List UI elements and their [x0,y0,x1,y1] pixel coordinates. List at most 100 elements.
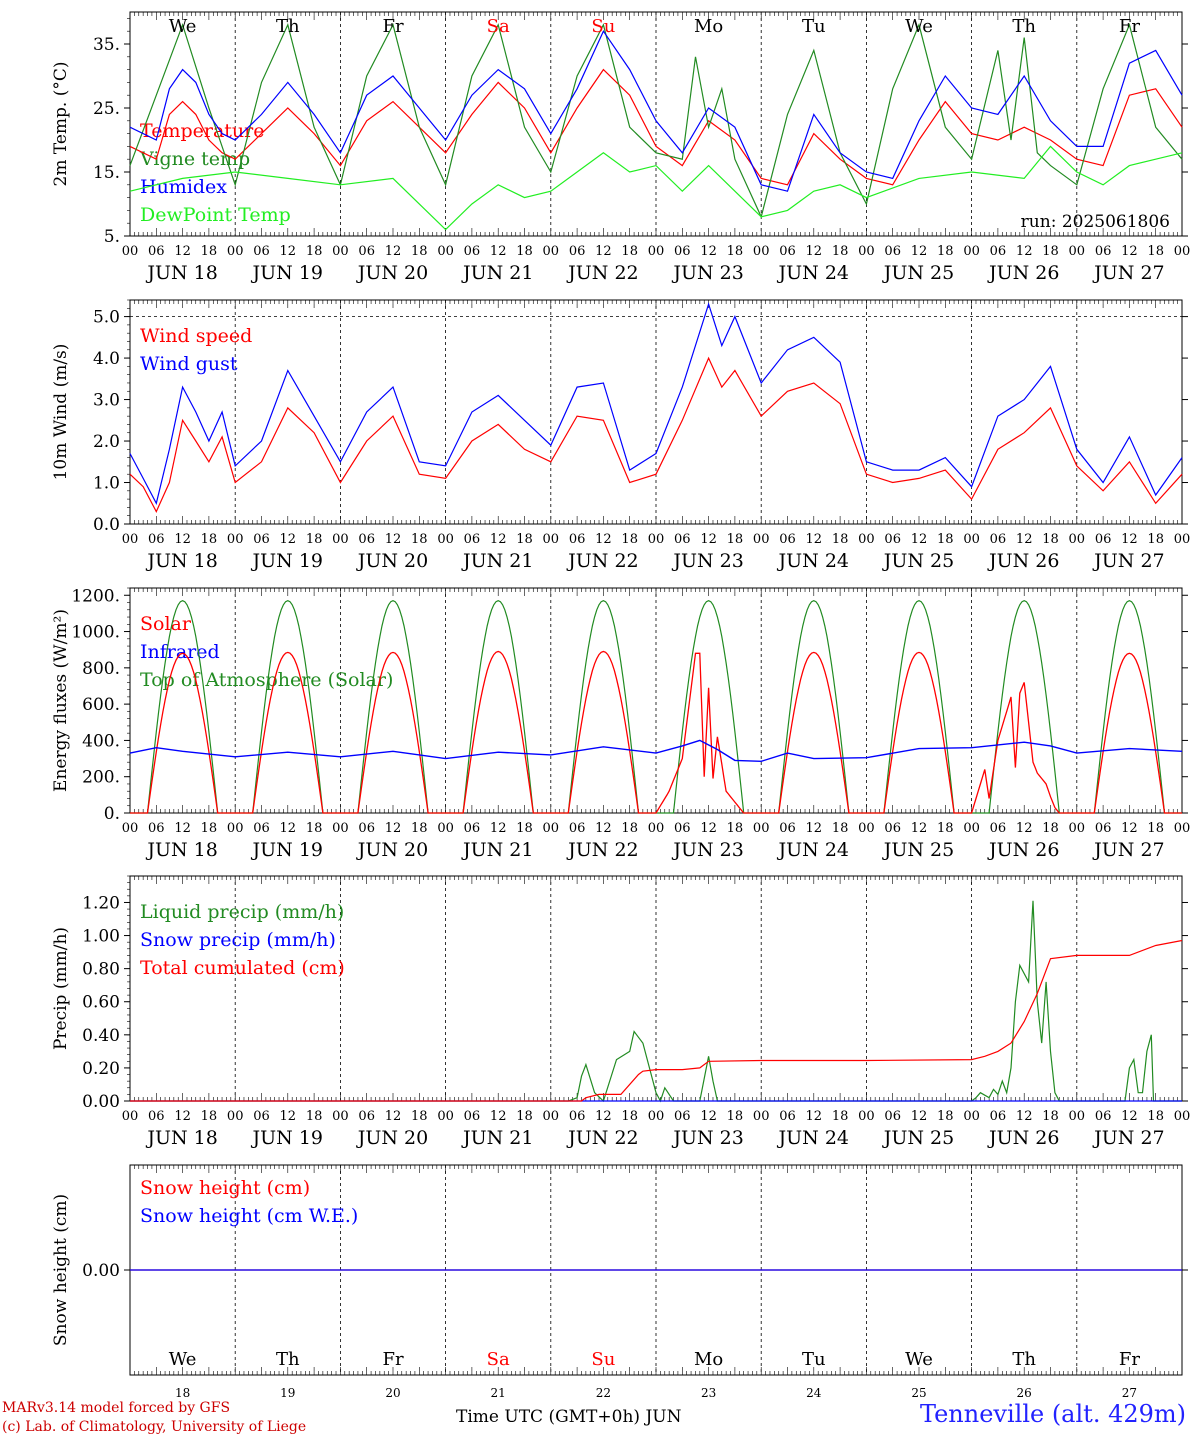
hour-tick-label: 00 [122,1109,139,1124]
hour-tick-label: 06 [674,532,691,547]
hour-tick-label: 06 [253,532,270,547]
hour-tick-label: 18 [1147,1109,1164,1124]
hour-tick-label: 06 [358,821,375,836]
y-tick-label: 200. [82,768,120,788]
y-tick-label: 0.00 [82,1092,120,1112]
date-label: JUN 21 [461,839,533,861]
weekday-label: Sa [487,1349,510,1370]
hour-tick-label: 00 [963,821,980,836]
hour-tick-label: 18 [411,532,428,547]
hour-tick-label: 12 [1016,532,1033,547]
hour-tick-label: 06 [674,821,691,836]
weekday-label: Su [591,1349,615,1370]
hour-tick-label: 12 [911,821,928,836]
y-tick-label: 600. [82,695,120,715]
date-label: JUN 18 [145,550,217,572]
hour-tick-label: 18 [937,1109,954,1124]
day-number-label: 21 [491,1386,506,1400]
hour-tick-label: 00 [227,821,244,836]
snow-panel: 0.00 Snow height (cm) Snow height (cm) Snow… [51,1164,1188,1376]
hour-tick-label: 00 [543,1109,560,1124]
y-tick-label: 0.60 [82,993,120,1013]
date-label: JUN 25 [882,839,954,861]
y-tick-label: 0.40 [82,1026,120,1046]
hour-tick-label: 18 [1147,532,1164,547]
hour-tick-label: 00 [1069,532,1086,547]
hour-tick-label: 12 [490,821,507,836]
hour-tick-label: 12 [1016,1109,1033,1124]
dewpoint-temp-series-line [129,145,1183,231]
hour-tick-label: 06 [990,532,1007,547]
hour-tick-label: 00 [963,244,980,259]
hour-tick-label: 18 [516,1109,533,1124]
date-label: JUN 24 [777,550,849,572]
hour-tick-label: 00 [753,1109,770,1124]
weekday-label: Th [276,1349,300,1370]
station-name: Tenneville (alt. 429m) [919,1400,1186,1428]
hour-tick-label: 06 [358,1109,375,1124]
hour-tick-label: 06 [253,244,270,259]
hour-tick-label: 06 [464,244,481,259]
hour-tick-label: 06 [990,1109,1007,1124]
legend-entry: Liquid precip (mm/h) [140,901,344,923]
y-tick-label: 2.0 [93,432,120,452]
hour-tick-label: 00 [543,244,560,259]
date-label: JUN 24 [777,1127,849,1149]
hour-tick-label: 00 [227,244,244,259]
date-label: JUN 23 [671,839,743,861]
hour-tick-label: 12 [1121,821,1138,836]
date-label: JUN 25 [882,550,954,572]
hour-tick-label: 06 [253,821,270,836]
weekday-label: Tu [802,16,826,37]
wind-panel: 0.0 1.0 2.0 3.0 4.0 5.0 10m Wind (m/s) Wind spe… [51,299,1190,572]
hour-tick-label: 12 [1016,821,1033,836]
hour-tick-label: 00 [1174,244,1191,259]
y-tick-label: 25. [93,99,120,119]
y-tick-label: 0. [104,804,120,824]
hour-tick-label: 12 [174,244,191,259]
hour-tick-label: 06 [253,1109,270,1124]
legend-entry: Humidex [140,176,227,198]
hour-tick-label: 00 [122,821,139,836]
y-tick-label: 3.0 [93,391,120,411]
date-label: JUN 18 [145,1127,217,1149]
hour-tick-label: 18 [621,244,638,259]
weekday-label: Mo [694,1349,723,1370]
hour-tick-label: 12 [1121,532,1138,547]
hour-tick-label: 06 [990,821,1007,836]
date-label: JUN 22 [566,839,638,861]
y-axis-title: 2m Temp. (°C) [51,61,71,186]
hour-tick-label: 00 [753,821,770,836]
hour-tick-label: 12 [911,1109,928,1124]
hour-tick-label: 00 [753,532,770,547]
hour-tick-label: 06 [990,244,1007,259]
precip-panel: 0.00 0.20 0.40 0.60 0.80 1.00 1.20 Precip (mm/h… [51,875,1190,1149]
hour-tick-label: 12 [806,1109,823,1124]
hour-tick-label: 18 [832,1109,849,1124]
hour-tick-label: 18 [1042,821,1059,836]
hour-tick-label: 12 [700,244,717,259]
hour-tick-label: 18 [306,821,323,836]
day-number-label: 25 [911,1386,926,1400]
infrared-series-line [129,739,1183,763]
hour-tick-label: 06 [569,244,586,259]
hour-tick-label: 12 [385,821,402,836]
hour-tick-label: 18 [411,821,428,836]
hour-tick-label: 12 [806,532,823,547]
hour-tick-label: 18 [411,1109,428,1124]
hour-tick-label: 18 [727,1109,744,1124]
hour-tick-label: 00 [858,532,875,547]
hour-tick-label: 00 [437,244,454,259]
day-number-label: 18 [175,1386,190,1400]
date-label: JUN 23 [671,550,743,572]
hour-tick-label: 00 [543,821,560,836]
weekday-label: Tu [802,1349,826,1370]
hour-tick-label: 18 [201,244,218,259]
date-label: JUN 20 [356,1127,428,1149]
hour-tick-label: 06 [148,532,165,547]
hour-tick-label: 06 [779,244,796,259]
y-tick-label: 1.0 [93,474,120,494]
hour-tick-label: 06 [1095,532,1112,547]
legend-entry: Snow precip (mm/h) [140,929,336,951]
run-label: run: 2025061806 [1021,212,1170,232]
